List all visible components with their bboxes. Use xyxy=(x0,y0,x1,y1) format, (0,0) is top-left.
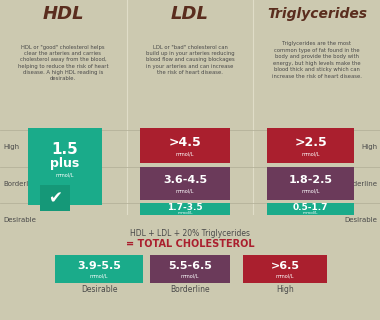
Text: Desirable: Desirable xyxy=(3,217,36,223)
Text: Triglycerides: Triglycerides xyxy=(267,7,367,21)
Text: Borderline: Borderline xyxy=(3,181,39,187)
Bar xyxy=(140,128,230,163)
Text: mmol/L: mmol/L xyxy=(176,151,194,156)
Text: Desirable: Desirable xyxy=(81,285,117,294)
Text: LDL: LDL xyxy=(171,5,209,23)
Text: mmol/L: mmol/L xyxy=(276,274,294,278)
Text: plus: plus xyxy=(51,157,80,171)
Text: >6.5: >6.5 xyxy=(271,261,299,271)
Text: 3.9-5.5: 3.9-5.5 xyxy=(77,261,121,271)
Text: 1.5: 1.5 xyxy=(52,142,78,157)
Text: >4.5: >4.5 xyxy=(169,135,201,148)
Text: HDL or "good" cholesterol helps
clear the arteries and carries
cholesterol away : HDL or "good" cholesterol helps clear th… xyxy=(18,44,108,82)
Text: mmol/L: mmol/L xyxy=(176,188,194,194)
Bar xyxy=(40,185,70,211)
Text: HDL: HDL xyxy=(42,5,84,23)
Text: mmol/L: mmol/L xyxy=(177,212,193,215)
Text: ✔: ✔ xyxy=(48,189,62,207)
Bar xyxy=(140,167,230,200)
Text: Triglycerides are the most
common type of fat found in the
body and provide the : Triglycerides are the most common type o… xyxy=(272,42,362,78)
Bar xyxy=(267,167,354,200)
Bar xyxy=(28,128,102,205)
Text: = TOTAL CHOLESTEROL: = TOTAL CHOLESTEROL xyxy=(126,239,254,249)
Polygon shape xyxy=(30,215,350,250)
Text: mmol/L: mmol/L xyxy=(301,151,320,156)
Text: High: High xyxy=(3,144,19,150)
Bar xyxy=(140,203,230,215)
Text: High: High xyxy=(361,144,377,150)
Text: mmol/L: mmol/L xyxy=(90,274,108,278)
Text: 1.8-2.5: 1.8-2.5 xyxy=(288,175,332,185)
Bar xyxy=(267,203,354,215)
Text: 3.6-4.5: 3.6-4.5 xyxy=(163,175,207,185)
Polygon shape xyxy=(127,100,253,215)
Text: 0.5-1.7: 0.5-1.7 xyxy=(293,204,328,212)
Bar xyxy=(0,0,380,215)
Text: Borderline: Borderline xyxy=(170,285,210,294)
Text: HDL + LDL + 20% Triglycerides: HDL + LDL + 20% Triglycerides xyxy=(130,228,250,237)
Polygon shape xyxy=(0,0,380,215)
Text: 5.5-6.5: 5.5-6.5 xyxy=(168,261,212,271)
Polygon shape xyxy=(0,100,126,215)
Bar xyxy=(267,128,354,163)
Polygon shape xyxy=(254,100,380,215)
Text: mmol/L: mmol/L xyxy=(56,172,74,178)
Text: mmol/L: mmol/L xyxy=(181,274,199,278)
Text: LDL or "bad" cholesterol can
build up in your arteries reducing
blood flow and c: LDL or "bad" cholesterol can build up in… xyxy=(146,45,234,75)
Text: mmol/L: mmol/L xyxy=(303,212,318,215)
Text: High: High xyxy=(276,285,294,294)
Text: mmol/L: mmol/L xyxy=(301,188,320,194)
Text: Borderline: Borderline xyxy=(341,181,377,187)
Bar xyxy=(55,255,143,283)
Bar xyxy=(150,255,230,283)
Text: 1.7-3.5: 1.7-3.5 xyxy=(167,204,203,212)
Bar xyxy=(243,255,327,283)
Text: >2.5: >2.5 xyxy=(294,135,327,148)
Text: Desirable: Desirable xyxy=(344,217,377,223)
